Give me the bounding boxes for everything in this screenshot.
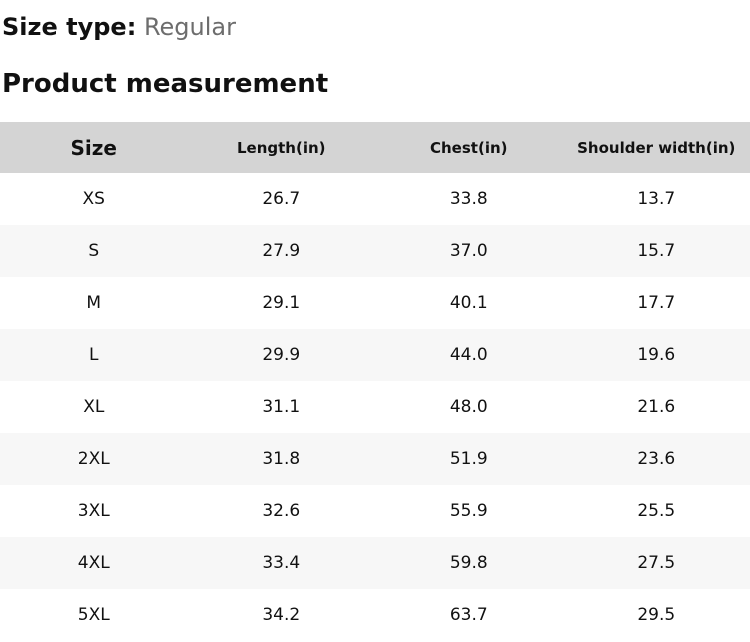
size-cell: 4XL <box>77 553 110 573</box>
length-cell: 31.8 <box>262 449 301 469</box>
product-measurement-title: Product measurement <box>2 69 329 99</box>
length-cell: 33.4 <box>262 553 301 573</box>
chest-cell: 44.0 <box>449 345 488 365</box>
size-cell: XS <box>82 189 105 209</box>
column-header-chest: Chest(in) <box>430 138 508 157</box>
column-header-shoulder-width: Shoulder width(in) <box>577 138 736 157</box>
product-size-section: Size type: Regular Product measurement <box>0 0 750 100</box>
length-cell: 29.9 <box>262 345 301 365</box>
table-row: S 27.9 37.0 15.7 <box>0 225 750 277</box>
table-row: 5XL 34.2 63.7 29.5 <box>0 589 750 641</box>
shoulder-width-cell: 23.6 <box>637 449 676 469</box>
size-cell: 2XL <box>77 449 110 469</box>
table-row: 4XL 33.4 59.8 27.5 <box>0 537 750 589</box>
table-row: XS 26.7 33.8 13.7 <box>0 173 750 225</box>
chest-cell: 59.8 <box>449 553 488 573</box>
length-cell: 27.9 <box>262 241 301 261</box>
size-cell: 5XL <box>77 605 110 625</box>
table-row: XL 31.1 48.0 21.6 <box>0 381 750 433</box>
length-cell: 34.2 <box>262 605 301 625</box>
table-row: 3XL 32.6 55.9 25.5 <box>0 485 750 537</box>
shoulder-width-cell: 19.6 <box>637 345 676 365</box>
chest-cell: 37.0 <box>449 241 488 261</box>
size-type-line: Size type: Regular <box>2 12 748 42</box>
shoulder-width-cell: 29.5 <box>637 605 676 625</box>
table-row: M 29.1 40.1 17.7 <box>0 277 750 329</box>
size-cell: L <box>89 345 99 365</box>
shoulder-width-cell: 21.6 <box>637 397 676 417</box>
size-cell: XL <box>83 397 105 417</box>
shoulder-width-cell: 17.7 <box>637 293 676 313</box>
size-cell: 3XL <box>77 501 110 521</box>
shoulder-width-cell: 13.7 <box>637 189 676 209</box>
chest-cell: 40.1 <box>449 293 488 313</box>
size-type-value: Regular <box>143 13 236 41</box>
size-cell: S <box>88 241 100 261</box>
measurement-table-body: XS 26.7 33.8 13.7 S 27.9 37.0 15.7 M 29.… <box>0 173 750 641</box>
table-row: L 29.9 44.0 19.6 <box>0 329 750 381</box>
length-cell: 32.6 <box>262 501 301 521</box>
chest-cell: 33.8 <box>449 189 488 209</box>
column-header-size: Size <box>70 135 117 160</box>
column-header-length: Length(in) <box>236 138 326 157</box>
shoulder-width-cell: 27.5 <box>637 553 676 573</box>
shoulder-width-cell: 15.7 <box>637 241 676 261</box>
length-cell: 29.1 <box>262 293 301 313</box>
size-cell: M <box>86 293 102 313</box>
measurement-table-header: Size Length(in) Chest(in) Shoulder width… <box>0 122 750 173</box>
chest-cell: 55.9 <box>449 501 488 521</box>
chest-cell: 48.0 <box>449 397 488 417</box>
header-row: Size Length(in) Chest(in) Shoulder width… <box>0 122 750 173</box>
chest-cell: 63.7 <box>449 605 488 625</box>
table-row: 2XL 31.8 51.9 23.6 <box>0 433 750 485</box>
length-cell: 26.7 <box>262 189 301 209</box>
chest-cell: 51.9 <box>449 449 488 469</box>
shoulder-width-cell: 25.5 <box>637 501 676 521</box>
measurement-table: Size Length(in) Chest(in) Shoulder width… <box>0 122 750 641</box>
size-type-label: Size type: <box>2 13 137 41</box>
length-cell: 31.1 <box>262 397 301 417</box>
